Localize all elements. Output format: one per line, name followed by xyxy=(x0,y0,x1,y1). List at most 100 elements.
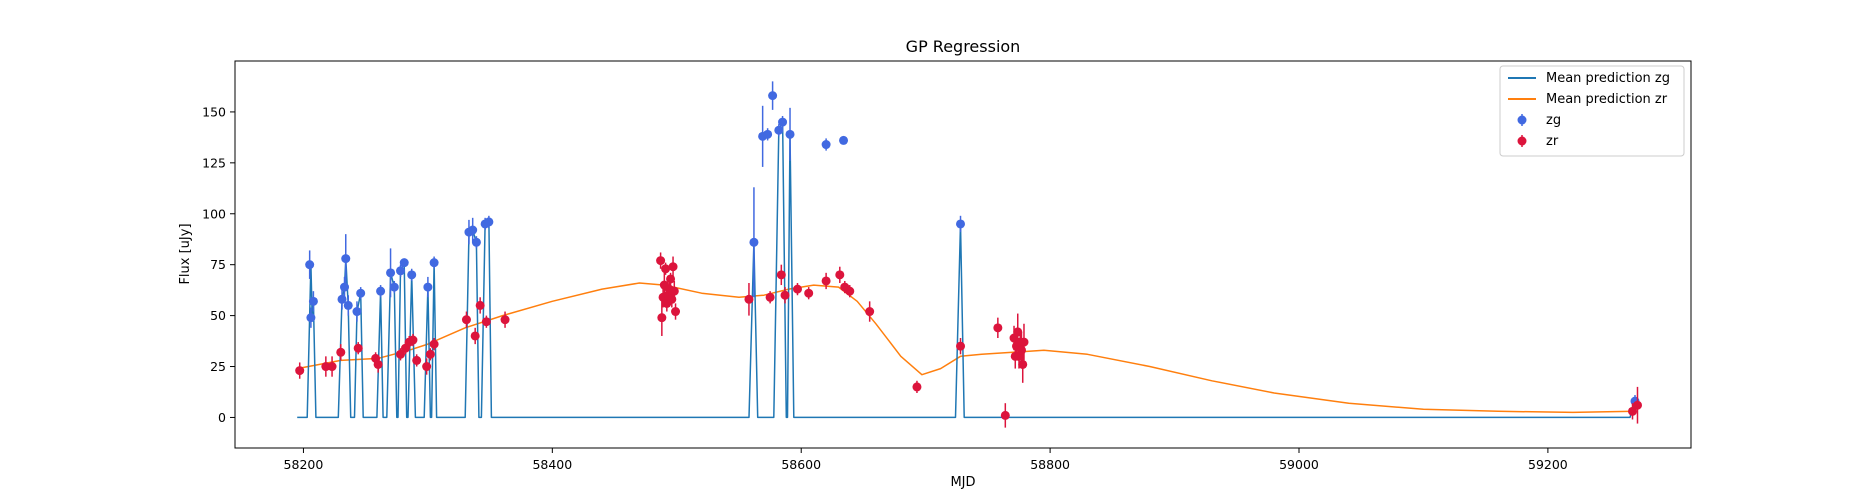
zg-point xyxy=(821,138,831,151)
zg-point xyxy=(471,236,481,249)
zr-marker xyxy=(804,288,814,298)
zr-marker xyxy=(656,256,666,266)
zr-marker xyxy=(661,264,671,274)
y-axis: 0 25 50 75 100 125 150 xyxy=(202,104,235,425)
zr-point xyxy=(845,285,855,298)
legend: Mean prediction zg Mean prediction zr zg… xyxy=(1499,65,1685,157)
zg-marker xyxy=(763,129,773,139)
zr-point xyxy=(295,362,305,379)
x-tick-label: 58600 xyxy=(781,457,821,472)
zg-marker xyxy=(429,258,439,268)
legend-swatch-zr xyxy=(1517,135,1527,147)
zg-marker xyxy=(749,237,759,247)
zr-point xyxy=(776,264,786,286)
zr-point xyxy=(412,354,422,367)
zg-point xyxy=(407,268,417,281)
zr-point xyxy=(500,311,510,328)
y-tick-label: 50 xyxy=(210,308,226,323)
x-tick-label: 58800 xyxy=(1030,457,1070,472)
zg-marker xyxy=(484,217,494,227)
y-tick-label: 25 xyxy=(210,359,226,374)
zg-marker xyxy=(785,129,795,139)
y-tick-label: 150 xyxy=(202,104,226,119)
x-tick-label: 58200 xyxy=(284,457,324,472)
plot-frame xyxy=(234,60,1692,449)
y-axis-label: Flux [uJy] xyxy=(178,223,193,284)
zg-marker xyxy=(778,117,788,127)
zr-marker xyxy=(412,355,422,365)
zg-marker xyxy=(305,260,315,270)
zg-marker xyxy=(341,254,351,264)
zr-point xyxy=(1019,323,1029,361)
zg-point xyxy=(778,115,788,129)
zg-marker xyxy=(340,282,350,292)
y-tick-label: 125 xyxy=(202,155,226,170)
zr-marker xyxy=(422,362,432,372)
zr-point xyxy=(396,348,406,361)
zg-point xyxy=(340,276,350,298)
x-axis-label: MJD xyxy=(950,475,975,490)
zr-point xyxy=(669,280,679,302)
zr-point xyxy=(470,327,480,345)
zr-point xyxy=(912,380,922,394)
zg-marker xyxy=(471,237,481,247)
legend-label-mean-zr: Mean prediction zr xyxy=(1546,92,1668,107)
zg-point xyxy=(749,187,759,298)
zg-marker xyxy=(407,270,417,280)
zg-point xyxy=(785,107,795,161)
zr-marker xyxy=(669,286,679,296)
zr-point xyxy=(656,252,666,269)
zr-point xyxy=(429,338,439,351)
zg-marker xyxy=(306,313,316,323)
zr-marker xyxy=(429,339,439,349)
zg-marker xyxy=(396,266,406,276)
zr-marker xyxy=(295,366,305,376)
zr-marker xyxy=(470,331,480,341)
zr-marker xyxy=(353,343,363,353)
zg-marker xyxy=(768,91,778,101)
zr-point xyxy=(993,317,1003,339)
zr-point xyxy=(661,262,671,275)
zr-point xyxy=(461,311,471,328)
legend-box xyxy=(1499,65,1685,157)
x-tick-label: 59200 xyxy=(1528,457,1568,472)
zr-marker xyxy=(1018,359,1028,369)
zr-marker xyxy=(1019,337,1029,347)
zr-point xyxy=(956,338,966,355)
zr-point xyxy=(408,333,418,347)
zr-point xyxy=(1000,403,1010,428)
zg-point xyxy=(306,307,316,328)
zr-marker xyxy=(475,300,485,310)
zr-point xyxy=(475,297,485,314)
zr-point xyxy=(321,356,331,377)
zr-marker xyxy=(1632,400,1642,410)
zg-marker xyxy=(308,296,318,306)
zg-marker xyxy=(389,282,399,292)
zg-point xyxy=(396,264,406,277)
y-tick-label: 75 xyxy=(210,257,226,272)
x-tick-label: 59000 xyxy=(1279,457,1319,472)
zr-point xyxy=(336,344,346,361)
zr-marker xyxy=(671,307,681,317)
zr-marker xyxy=(765,292,775,302)
zg-point xyxy=(956,215,966,233)
zg-marker xyxy=(356,288,366,298)
zg-point xyxy=(468,217,478,243)
zr-point xyxy=(327,356,337,377)
zr-marker xyxy=(1628,406,1638,416)
zr-marker xyxy=(327,362,337,372)
zr-point xyxy=(804,287,814,300)
x-tick-label: 58400 xyxy=(532,457,572,472)
zg-marker xyxy=(423,282,433,292)
zg-point xyxy=(839,135,849,145)
zr-point xyxy=(821,272,831,290)
zg-marker xyxy=(468,225,478,235)
zr-marker xyxy=(373,359,383,369)
legend-swatch-zg xyxy=(1517,114,1527,126)
zg-marker xyxy=(386,268,396,278)
zr-marker xyxy=(657,313,667,323)
zr-marker xyxy=(481,317,491,327)
zg-point xyxy=(423,276,433,298)
chart-title: GP Regression xyxy=(906,37,1021,56)
